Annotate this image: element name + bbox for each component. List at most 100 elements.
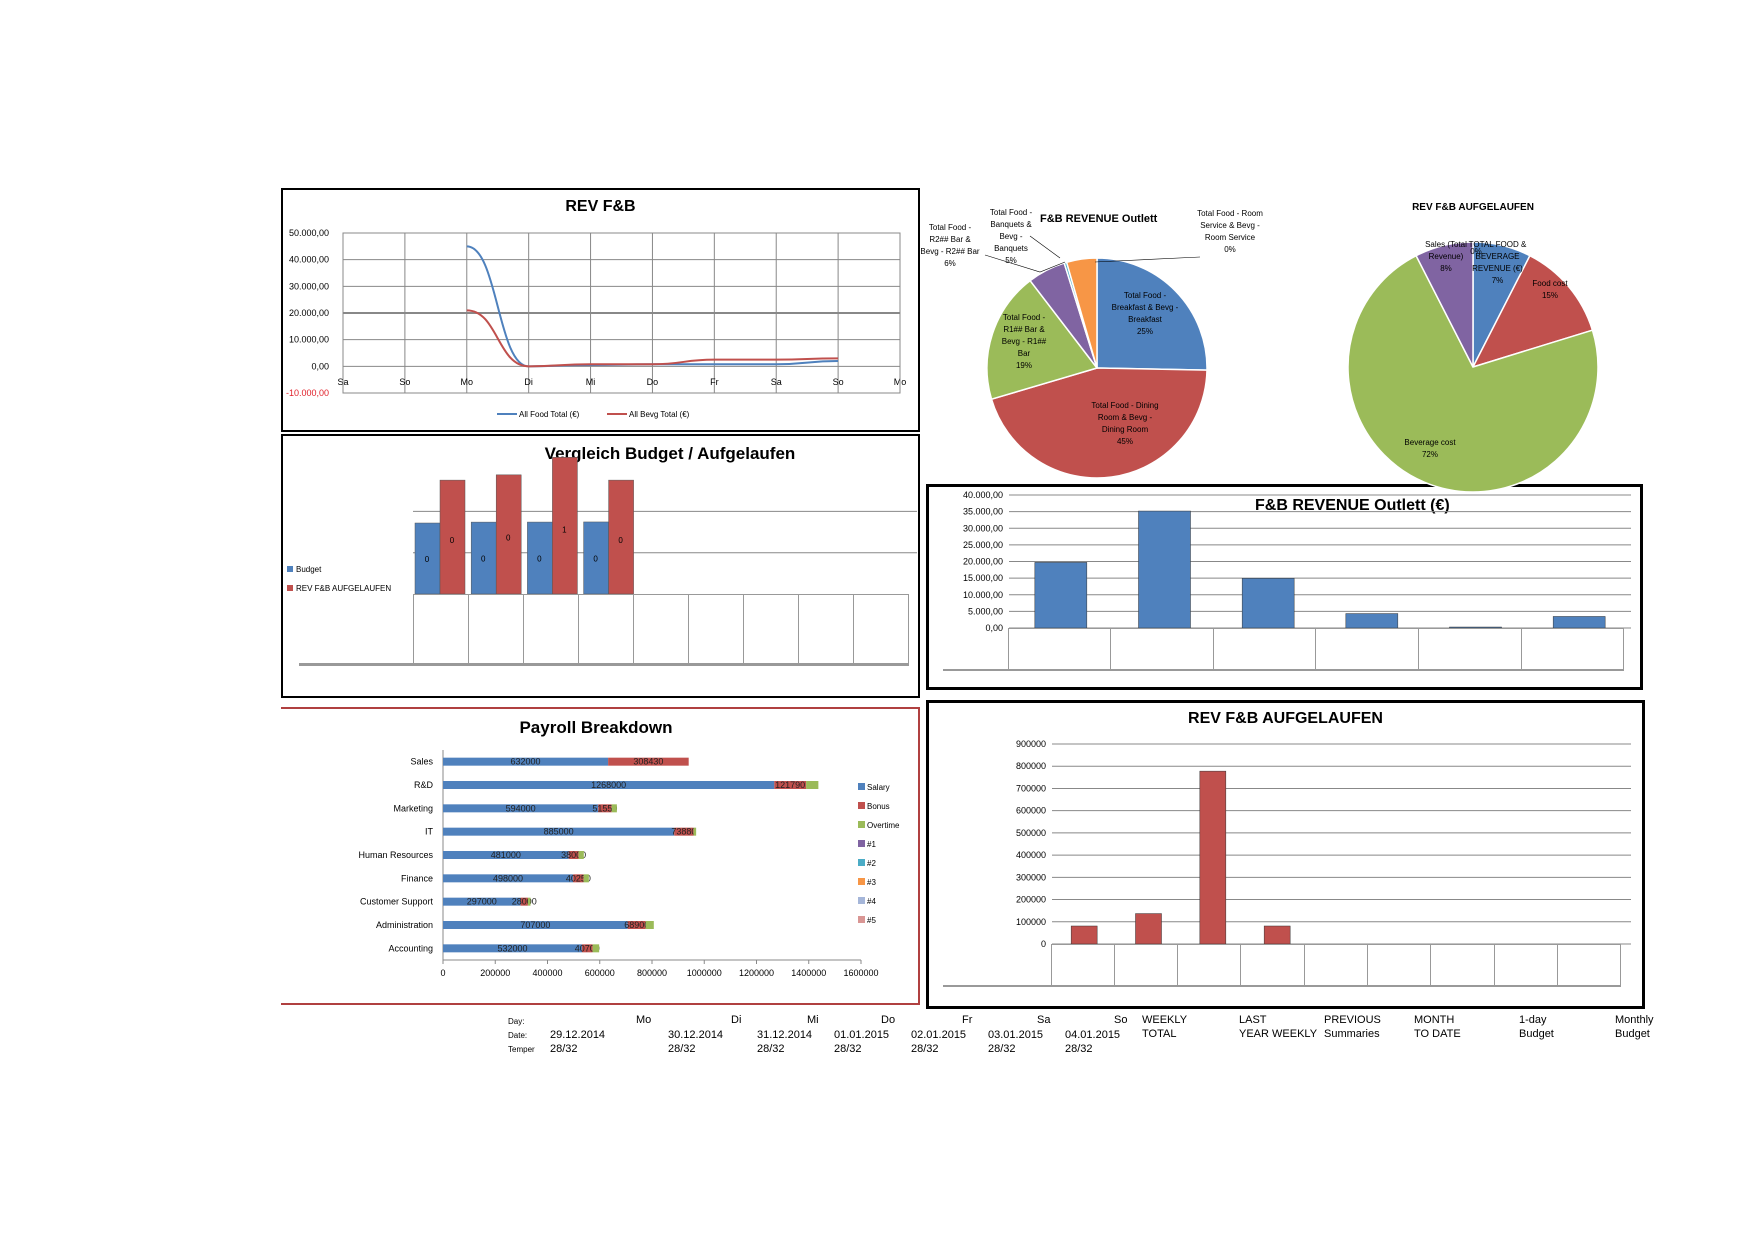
table-cell — [742, 664, 799, 666]
category-header — [1007, 628, 1112, 670]
table-cell — [412, 664, 469, 666]
budget-data-table — [299, 594, 909, 666]
legend-label: REV F&B AUFGELAUFEN — [296, 584, 391, 593]
x-tick-label: 0 — [440, 968, 445, 978]
x-tick-label: 1200000 — [739, 968, 774, 978]
category-label: Human Resources — [358, 850, 433, 860]
data-label: 297000 — [467, 897, 497, 907]
date-value: 04.01.2015 — [1065, 1029, 1121, 1041]
day-label: Mo — [636, 1014, 652, 1026]
category-header — [1240, 944, 1305, 986]
plot-area — [342, 232, 901, 394]
bar-segment-salary — [443, 897, 521, 906]
bar-segment-bonus — [627, 921, 646, 929]
pie-slice-label: Total Food - Banquets & Bevg - Banquets 5… — [985, 207, 1037, 267]
data-label: 1 — [562, 525, 567, 534]
legend-swatch — [287, 585, 293, 591]
bar-budget — [470, 521, 497, 595]
pie-slice-label: Sales (Total Revenue) 8% — [1420, 239, 1472, 275]
y-tick-label: 0,00 — [311, 361, 329, 371]
x-tick-label: So — [833, 377, 844, 387]
day-label: Sa — [1037, 1014, 1051, 1026]
bar-segment-overtime — [611, 804, 617, 813]
rev-fb-title: REV F&B — [565, 198, 636, 215]
data-label: 308430 — [633, 757, 663, 767]
data-label: 28000 — [512, 897, 537, 907]
budget-comparison-chart — [281, 434, 920, 698]
slice-name: Total Food - R2## Bar & Bevg - R2## Bar — [920, 223, 980, 256]
category-label: IT — [425, 827, 434, 837]
bar — [1241, 578, 1295, 629]
legend-label: #4 — [867, 897, 876, 906]
category-header — [852, 594, 909, 664]
category-header — [632, 594, 689, 664]
table-cell — [687, 664, 744, 666]
category-header — [797, 594, 854, 664]
x-tick-label: 600000 — [585, 968, 615, 978]
temperature-value: 28/32 — [1065, 1043, 1093, 1055]
bar-segment-salary — [443, 804, 599, 813]
pie-slice-label: Total Food - Dining Room & Bevg - Dining… — [1090, 400, 1160, 448]
y-tick-label: 40.000,00 — [963, 490, 1003, 500]
category-label: Accounting — [388, 943, 433, 953]
summary-subheading: TO DATE — [1414, 1028, 1461, 1040]
table-cell — [1050, 985, 1115, 987]
pie-slice-label: TOTAL FOOD & BEVERAGE REVENUE (€) 7% — [1465, 239, 1530, 287]
data-label: 38000 — [561, 850, 586, 860]
y-tick-label: 10.000,00 — [963, 590, 1003, 600]
legend-label: All Food Total (€) — [519, 410, 580, 419]
summary-heading: PREVIOUS — [1324, 1014, 1381, 1026]
summary-heading: MONTH — [1414, 1014, 1455, 1026]
day-label: Mi — [807, 1014, 819, 1026]
pie-slice — [1415, 241, 1474, 368]
day-label: Di — [731, 1014, 742, 1026]
date-value: 29.12.2014 — [550, 1029, 606, 1041]
pie-slice-label: Beverage cost 72% — [1395, 437, 1465, 461]
table-cell — [852, 664, 909, 666]
bar-aufgelaufen — [608, 479, 634, 595]
x-tick-label: 1000000 — [687, 968, 722, 978]
bar-segment-salary — [443, 827, 675, 836]
bar-segment-salary — [443, 757, 609, 766]
y-tick-label: 600000 — [1016, 806, 1046, 816]
category-header — [1110, 628, 1214, 670]
legend-swatch — [858, 783, 865, 790]
slice-name: Sales (Total Revenue) — [1425, 240, 1467, 261]
x-tick-label: 800000 — [637, 968, 667, 978]
category-header — [1315, 628, 1420, 670]
legend-label: Salary — [867, 783, 890, 792]
series-line-bevg — [466, 309, 839, 368]
table-cell — [1315, 669, 1420, 671]
slice-name: Total Food - Banquets & Bevg - Banquets — [989, 208, 1033, 253]
data-label: 0 — [450, 536, 455, 545]
slice-name: TOTAL FOOD & BEVERAGE REVENUE (€) — [1468, 240, 1527, 273]
leader-line — [1094, 256, 1201, 263]
x-tick-label: So — [399, 377, 410, 387]
bar-segment-bonus — [568, 851, 579, 859]
series-label — [943, 669, 1009, 671]
summary-heading: LAST — [1239, 1014, 1267, 1026]
legend-label: All Bevg Total (€) — [629, 410, 690, 419]
bar — [1070, 925, 1098, 945]
y-tick-label: 20.000,00 — [289, 308, 329, 318]
summary-heading: WEEKLY — [1142, 1014, 1188, 1026]
bar-segment-overtime — [578, 851, 584, 859]
y-tick-label: 300000 — [1016, 872, 1046, 882]
table-cell — [1493, 985, 1559, 987]
table-cell — [1240, 985, 1305, 987]
bar — [1345, 613, 1399, 629]
day-row-label: Day: — [508, 1017, 525, 1026]
bar — [1135, 913, 1162, 945]
date-value: 01.01.2015 — [834, 1029, 890, 1041]
legend-label: Overtime — [867, 821, 900, 830]
x-tick-label: 200000 — [480, 968, 510, 978]
bar-segment-overtime — [693, 827, 697, 836]
bar-segment-overtime — [645, 921, 654, 929]
bar-segment-bonus — [520, 897, 528, 906]
summary-subheading: Budget — [1615, 1028, 1650, 1040]
date-value: 31.12.2014 — [757, 1029, 813, 1041]
slice-name: Total Food - R1## Bar & Bevg - R1## Bar — [1001, 313, 1047, 358]
bar-segment-bonus — [573, 874, 584, 883]
bar-segment-bonus — [774, 781, 807, 789]
